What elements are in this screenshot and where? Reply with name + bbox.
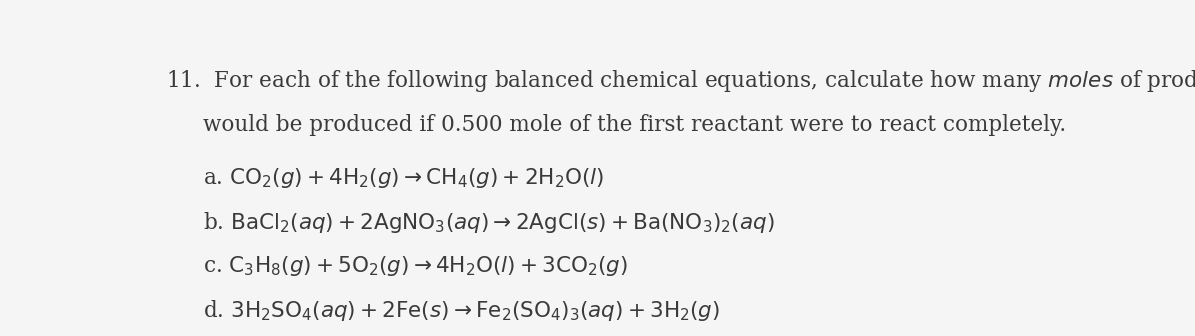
Text: c. $\mathrm{C_3H_8}(\mathit{g}) + 5\mathrm{O_2}(\mathit{g}) \rightarrow 4\mathrm: c. $\mathrm{C_3H_8}(\mathit{g}) + 5\math… (203, 254, 629, 278)
Text: would be produced if 0.500 mole of the first reactant were to react completely.: would be produced if 0.500 mole of the f… (203, 114, 1066, 136)
Text: 11.  For each of the following balanced chemical equations, calculate how many $: 11. For each of the following balanced c… (166, 68, 1195, 94)
Text: b. $\mathrm{BaCl_2}(\mathit{aq}) + 2\mathrm{AgNO_3}(\mathit{aq}) \rightarrow 2\m: b. $\mathrm{BaCl_2}(\mathit{aq}) + 2\mat… (203, 210, 774, 235)
Text: a. $\mathrm{CO_2}(\mathit{g}) + 4\mathrm{H_2}(\mathit{g}) \rightarrow \mathrm{CH: a. $\mathrm{CO_2}(\mathit{g}) + 4\mathrm… (203, 166, 605, 190)
Text: d. $3\mathrm{H_2SO_4}(\mathit{aq}) + 2\mathrm{Fe}(\mathit{s}) \rightarrow \mathr: d. $3\mathrm{H_2SO_4}(\mathit{aq}) + 2\m… (203, 298, 721, 323)
